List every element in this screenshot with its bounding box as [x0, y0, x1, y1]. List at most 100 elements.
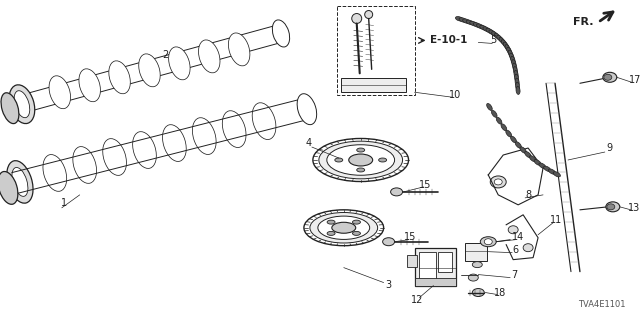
Ellipse shape [496, 117, 502, 124]
Text: 2: 2 [163, 50, 168, 60]
Ellipse shape [335, 158, 343, 162]
Text: 7: 7 [511, 269, 517, 280]
Ellipse shape [313, 139, 408, 181]
Ellipse shape [456, 17, 463, 21]
Ellipse shape [515, 142, 522, 148]
Ellipse shape [480, 25, 487, 30]
Ellipse shape [273, 20, 290, 47]
Ellipse shape [79, 69, 100, 102]
Ellipse shape [480, 237, 496, 247]
Ellipse shape [508, 226, 518, 234]
Ellipse shape [327, 145, 395, 175]
Ellipse shape [193, 118, 216, 155]
Text: 9: 9 [607, 143, 613, 153]
Ellipse shape [543, 166, 551, 172]
Ellipse shape [511, 136, 516, 143]
Text: 15: 15 [419, 180, 431, 190]
Text: FR.: FR. [573, 18, 594, 28]
Text: 15: 15 [404, 232, 417, 242]
Text: 1: 1 [61, 198, 67, 208]
Ellipse shape [534, 160, 541, 165]
Ellipse shape [304, 210, 383, 246]
Ellipse shape [139, 54, 160, 87]
Ellipse shape [607, 204, 615, 210]
Ellipse shape [379, 158, 387, 162]
Ellipse shape [494, 34, 501, 39]
Ellipse shape [73, 147, 97, 183]
Ellipse shape [468, 274, 478, 281]
Ellipse shape [0, 172, 18, 204]
Bar [415, 248, 456, 285]
Ellipse shape [509, 53, 514, 61]
Ellipse shape [353, 220, 360, 224]
Text: 12: 12 [412, 294, 424, 305]
Ellipse shape [501, 124, 507, 131]
Ellipse shape [507, 47, 512, 55]
Ellipse shape [501, 40, 507, 46]
Ellipse shape [497, 36, 503, 42]
Text: 17: 17 [628, 75, 640, 85]
Ellipse shape [297, 94, 317, 125]
Ellipse shape [486, 103, 492, 110]
Ellipse shape [548, 169, 556, 174]
Ellipse shape [319, 141, 403, 179]
Text: 13: 13 [628, 203, 640, 213]
Ellipse shape [473, 23, 481, 27]
Ellipse shape [539, 163, 546, 169]
Ellipse shape [332, 222, 356, 233]
Ellipse shape [228, 33, 250, 66]
Bar [406, 255, 417, 267]
Ellipse shape [43, 155, 67, 191]
Ellipse shape [486, 28, 493, 34]
Ellipse shape [516, 86, 520, 94]
Ellipse shape [349, 154, 372, 166]
Ellipse shape [492, 32, 499, 37]
Ellipse shape [1, 93, 19, 124]
Polygon shape [488, 148, 543, 205]
Ellipse shape [109, 61, 131, 94]
Ellipse shape [353, 231, 360, 236]
Text: 3: 3 [385, 280, 392, 290]
Bar [465, 243, 487, 261]
Ellipse shape [365, 11, 372, 19]
Ellipse shape [503, 42, 509, 49]
Ellipse shape [506, 130, 511, 137]
Ellipse shape [14, 91, 29, 118]
Ellipse shape [477, 24, 484, 29]
Text: TVA4E1101: TVA4E1101 [579, 300, 626, 309]
Ellipse shape [463, 19, 470, 23]
Ellipse shape [168, 47, 190, 80]
Ellipse shape [505, 44, 511, 52]
Text: 5: 5 [490, 36, 497, 45]
Ellipse shape [512, 60, 516, 68]
Bar [337, 5, 415, 95]
Ellipse shape [606, 202, 620, 212]
Polygon shape [506, 215, 538, 260]
Ellipse shape [49, 76, 70, 109]
Ellipse shape [7, 161, 33, 203]
Bar [419, 252, 436, 282]
Ellipse shape [484, 239, 492, 245]
Ellipse shape [553, 172, 561, 177]
Ellipse shape [508, 50, 513, 58]
Text: 4: 4 [306, 138, 312, 148]
Ellipse shape [318, 216, 370, 239]
Ellipse shape [472, 262, 483, 268]
Ellipse shape [383, 238, 395, 246]
Ellipse shape [604, 74, 612, 80]
Ellipse shape [132, 132, 156, 168]
Ellipse shape [103, 139, 127, 175]
Ellipse shape [529, 156, 536, 162]
Text: 11: 11 [550, 215, 562, 225]
Ellipse shape [520, 147, 526, 153]
Ellipse shape [492, 110, 497, 117]
Ellipse shape [356, 148, 365, 152]
Text: 14: 14 [512, 232, 524, 242]
Ellipse shape [603, 72, 617, 82]
Ellipse shape [163, 125, 186, 162]
Ellipse shape [511, 56, 515, 64]
Ellipse shape [12, 167, 28, 196]
Text: E-10-1: E-10-1 [431, 36, 468, 45]
Ellipse shape [472, 289, 484, 297]
Ellipse shape [513, 63, 517, 71]
